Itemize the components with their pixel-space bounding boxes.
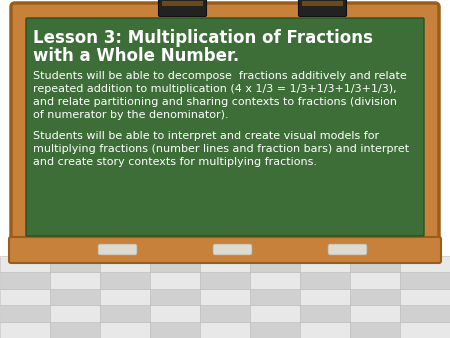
Bar (100, 289, 150, 305)
Bar (400, 272, 450, 289)
Bar (350, 321, 400, 338)
Bar (0, 289, 50, 305)
Bar (150, 305, 200, 321)
Bar (100, 272, 150, 289)
Bar (200, 256, 250, 272)
Bar (0, 305, 50, 321)
Text: and relate partitioning and sharing contexts to fractions (division: and relate partitioning and sharing cont… (33, 97, 397, 107)
Bar (100, 256, 150, 272)
Bar (100, 305, 150, 321)
Bar (50, 289, 100, 305)
FancyBboxPatch shape (98, 244, 137, 255)
Bar (150, 289, 200, 305)
Bar (0, 256, 50, 272)
FancyBboxPatch shape (26, 18, 424, 236)
Bar (350, 256, 400, 272)
FancyBboxPatch shape (11, 3, 439, 259)
Bar (200, 272, 250, 289)
Bar (50, 272, 100, 289)
Text: Students will be able to interpret and create visual models for: Students will be able to interpret and c… (33, 131, 379, 141)
Bar (100, 321, 150, 338)
Bar (300, 305, 350, 321)
Text: Lesson 3: Multiplication of Fractions: Lesson 3: Multiplication of Fractions (33, 29, 373, 47)
Bar (50, 305, 100, 321)
Bar (300, 289, 350, 305)
Bar (200, 305, 250, 321)
Bar (250, 289, 300, 305)
Text: of numerator by the denominator).: of numerator by the denominator). (33, 110, 229, 120)
Bar (162, 1, 203, 6)
Bar (300, 321, 350, 338)
Bar (150, 272, 200, 289)
Bar (150, 321, 200, 338)
Bar (400, 289, 450, 305)
Text: with a Whole Number.: with a Whole Number. (33, 47, 239, 65)
FancyBboxPatch shape (158, 0, 207, 17)
Bar (200, 321, 250, 338)
Text: repeated addition to multiplication (4 x 1/3 = 1/3+1/3+1/3+1/3),: repeated addition to multiplication (4 x… (33, 84, 396, 94)
Bar (400, 305, 450, 321)
Text: and create story contexts for multiplying fractions.: and create story contexts for multiplyin… (33, 157, 317, 167)
Bar (350, 305, 400, 321)
FancyBboxPatch shape (213, 244, 252, 255)
Bar (400, 321, 450, 338)
Bar (50, 321, 100, 338)
Bar (250, 305, 300, 321)
Bar (350, 289, 400, 305)
Bar (250, 256, 300, 272)
Text: multiplying fractions (number lines and fraction bars) and interpret: multiplying fractions (number lines and … (33, 144, 409, 154)
Bar (300, 272, 350, 289)
Bar (200, 289, 250, 305)
Bar (300, 256, 350, 272)
Bar (0, 321, 50, 338)
Bar (302, 1, 343, 6)
Bar (50, 256, 100, 272)
Text: Students will be able to decompose  fractions additively and relate: Students will be able to decompose fract… (33, 71, 407, 81)
Bar (250, 272, 300, 289)
Bar (150, 256, 200, 272)
FancyBboxPatch shape (9, 237, 441, 263)
Bar (350, 272, 400, 289)
Bar (0, 272, 50, 289)
Bar (400, 256, 450, 272)
Bar (250, 321, 300, 338)
FancyBboxPatch shape (298, 0, 346, 17)
FancyBboxPatch shape (328, 244, 367, 255)
